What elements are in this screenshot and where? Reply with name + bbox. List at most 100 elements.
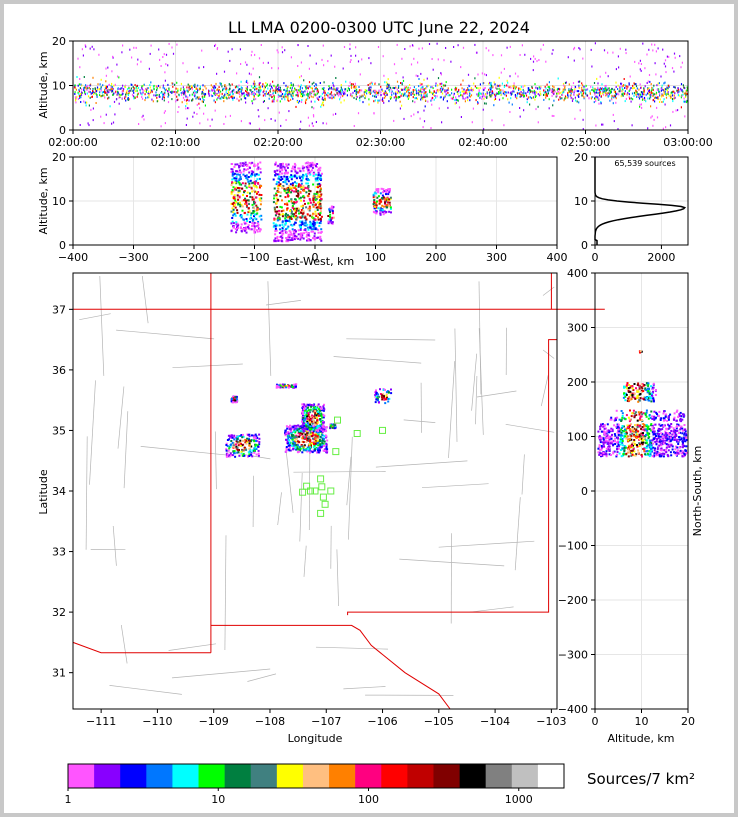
time-altitude-source (121, 97, 123, 100)
time-altitude-source (90, 108, 92, 111)
time-altitude-source (435, 96, 437, 99)
time-altitude-source (321, 92, 323, 95)
plan-view-source (241, 436, 244, 439)
plan-view-source (306, 422, 309, 425)
ew-altitude-source (243, 190, 246, 192)
time-altitude-source (198, 96, 200, 99)
time-altitude-source (467, 99, 469, 102)
time-altitude-source (137, 86, 140, 89)
time-altitude-source (419, 90, 421, 93)
plan-view-panel: −111 −110 −109 −108 −107 −106 −105 −104 −1033132… (37, 272, 605, 745)
time-altitude-source (402, 76, 404, 79)
time-altitude-source (136, 87, 138, 90)
ew-altitude-source (291, 204, 294, 207)
ew-altitude-source (307, 161, 309, 164)
ew-altitude-source (385, 189, 388, 191)
time-altitude-source (363, 91, 365, 94)
time-altitude-source (647, 80, 649, 83)
time-altitude-source (578, 84, 580, 87)
time-altitude-source (400, 82, 402, 84)
time-altitude-source (264, 94, 266, 97)
time-altitude-source (164, 91, 166, 94)
time-altitude-source (382, 90, 384, 92)
time-altitude-source (201, 49, 203, 52)
time-altitude-source (415, 92, 418, 95)
plan-view-source (256, 444, 259, 447)
time-altitude-source (133, 97, 135, 100)
plan-view-source (229, 452, 232, 455)
time-altitude-source (476, 51, 478, 54)
time-altitude-source (405, 88, 407, 91)
ew-altitude-source (307, 232, 310, 235)
time-altitude-source (324, 92, 326, 95)
time-altitude-source (419, 117, 421, 120)
time-altitude-source (510, 86, 512, 89)
time-altitude-source (316, 92, 318, 95)
ew-altitude-xtick-label: −200 (179, 251, 209, 264)
time-altitude-source (296, 89, 298, 91)
time-altitude-source (374, 99, 376, 102)
time-altitude-source (509, 75, 511, 78)
ew-altitude-source (379, 213, 382, 216)
time-altitude-source (420, 72, 422, 75)
time-altitude-source (171, 90, 173, 93)
time-altitude-source (457, 93, 459, 95)
ew-altitude-source (281, 229, 284, 232)
time-altitude-source (586, 94, 588, 97)
time-altitude-source (445, 90, 447, 93)
time-altitude-source (297, 93, 299, 96)
ew-altitude-source (280, 235, 283, 238)
plan-view-source (379, 388, 381, 391)
time-altitude-source (84, 91, 86, 94)
time-altitude-source (403, 93, 406, 96)
time-altitude-source (132, 95, 135, 98)
plan-view-source (302, 445, 305, 448)
time-altitude-source (201, 100, 203, 103)
time-altitude-source (545, 94, 547, 97)
time-altitude-source (335, 77, 337, 79)
ew-altitude-source (287, 219, 290, 222)
plan-view-source (284, 431, 287, 434)
time-altitude-source (355, 92, 357, 95)
time-altitude-source (331, 94, 333, 97)
time-altitude-source (142, 89, 144, 92)
time-altitude-source (383, 92, 385, 95)
ew-altitude-source (274, 237, 277, 240)
ew-altitude-source (387, 199, 390, 202)
time-altitude-source (92, 90, 94, 93)
ew-altitude-source (286, 203, 289, 206)
ew-altitude-source (284, 214, 287, 217)
time-altitude-source (309, 93, 311, 96)
plan-view-source (307, 424, 310, 427)
ew-altitude-source (292, 215, 295, 218)
county-boundary (293, 471, 386, 473)
time-altitude-source (172, 85, 174, 88)
ew-altitude-source (300, 209, 303, 211)
ew-altitude-source (318, 206, 321, 209)
ew-altitude-source (245, 228, 247, 231)
plan-view-source (302, 447, 305, 450)
ew-altitude-source (382, 188, 385, 191)
time-altitude-source (287, 92, 289, 95)
ew-altitude-source (239, 226, 242, 229)
time-altitude-source (631, 92, 634, 95)
time-altitude-xtick-label: 02:20:00 (253, 136, 302, 149)
plan-view-source (310, 429, 313, 432)
time-altitude-source (328, 88, 330, 91)
ew-altitude-source (305, 235, 308, 238)
time-altitude-source (144, 93, 146, 96)
time-altitude-source (454, 99, 456, 102)
time-altitude-source (553, 86, 555, 89)
time-altitude-source (405, 94, 407, 97)
time-altitude-source (412, 96, 414, 99)
time-altitude-source (382, 100, 384, 102)
plan-view-source (326, 448, 329, 451)
time-altitude-source (249, 88, 251, 91)
time-altitude-source (196, 113, 198, 115)
time-altitude-source (228, 96, 230, 99)
time-altitude-source (187, 83, 189, 86)
ew-altitude-source (295, 175, 298, 178)
time-altitude-source (578, 47, 580, 49)
time-altitude-source (632, 98, 634, 101)
time-altitude-source (375, 94, 377, 96)
